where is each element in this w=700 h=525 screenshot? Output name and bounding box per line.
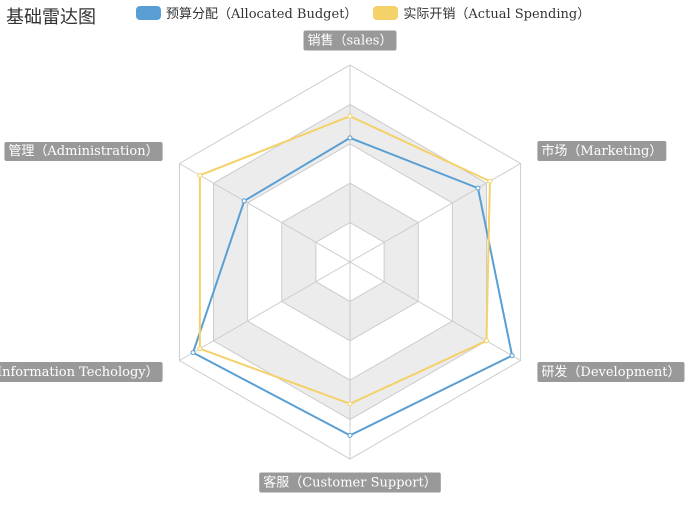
series-0-point-3 (347, 432, 353, 438)
axis-line-2 (349, 261, 521, 361)
legend: 预算分配（Allocated Budget） 实际开销（Actual Spend… (136, 3, 606, 22)
indicator-label-box-0 (303, 30, 397, 51)
legend-swatch-actual-spending (373, 5, 399, 20)
indicator-label-text-2: 研发（Development） (541, 364, 680, 380)
series-0-point-4 (190, 350, 196, 356)
indicator-label-5: 管理（Administration） (4, 142, 163, 161)
axis-line-1 (349, 163, 521, 263)
indicator-label-4: 信息技术（Information Techology） (0, 362, 163, 382)
indicator-label-text-5: 管理（Administration） (8, 144, 158, 159)
indicator-label-2: 研发（Development） (537, 362, 685, 382)
series-1-point-0 (347, 113, 353, 119)
axis-line-4 (179, 261, 351, 361)
indicator-label-text-1: 市场（Marketing） (541, 143, 662, 159)
indicator-label-text-4: 信息技术（Information Techology） (0, 364, 159, 380)
series-1-point-1 (487, 178, 493, 184)
series-0-point-1 (475, 185, 481, 191)
axis-line-5 (179, 163, 351, 263)
indicator-label-0: 销售（sales） (303, 30, 397, 51)
legend-item-allocated-budget[interactable]: 预算分配（Allocated Budget） (136, 3, 357, 22)
indicator-label-1: 市场（Marketing） (537, 141, 667, 161)
legend-label-allocated-budget: 预算分配（Allocated Budget） (166, 7, 358, 22)
indicator-label-box-1 (537, 141, 667, 161)
series-0-point-2 (509, 353, 515, 359)
indicator-label-box-3 (259, 472, 441, 493)
indicator-label-3: 客服（Customer Support） (259, 472, 441, 493)
legend-item-actual-spending[interactable]: 实际开销（Actual Spending） (373, 3, 590, 22)
series-1-point-4 (197, 346, 203, 352)
indicator-label-text-0: 销售（sales） (308, 33, 393, 49)
series-1-point-5 (197, 172, 203, 178)
indicator-label-box-5 (4, 142, 163, 161)
series-1-point-3 (347, 401, 353, 407)
indicator-label-text-3: 客服（Customer Support） (263, 475, 437, 491)
indicator-label-box-4 (0, 362, 163, 382)
series-1-point-2 (483, 338, 489, 344)
chart-title: 基础雷达图 (6, 7, 96, 28)
series-0-point-5 (241, 198, 247, 204)
indicator-label-box-2 (537, 362, 685, 382)
legend-label-actual-spending: 实际开销（Actual Spending） (403, 7, 591, 22)
legend-swatch-allocated-budget (136, 5, 161, 20)
series-0-point-0 (347, 135, 353, 141)
